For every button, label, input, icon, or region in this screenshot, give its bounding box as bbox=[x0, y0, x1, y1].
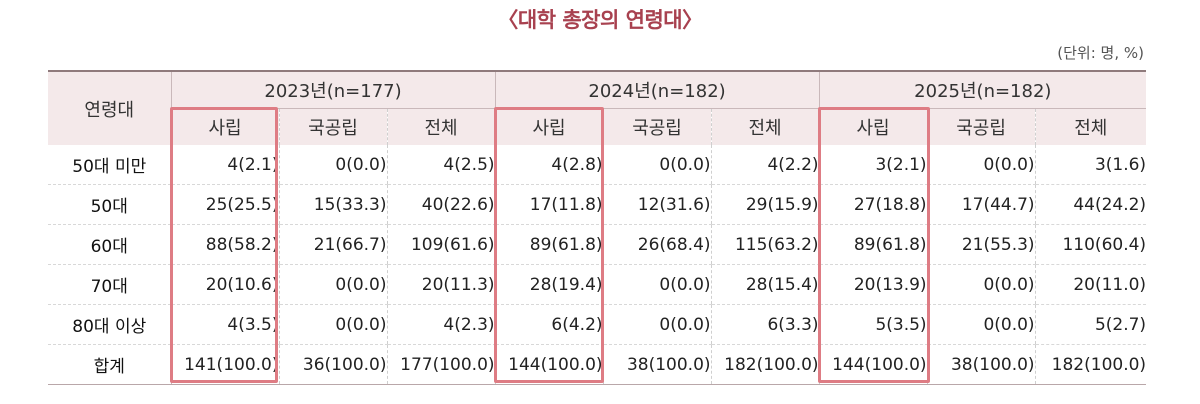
table-cell: 38(100.0) bbox=[602, 344, 712, 385]
table-cell: 4(3.5) bbox=[170, 304, 279, 345]
table-cell: 115(63.2) bbox=[710, 224, 820, 265]
table-cell: 21(66.7) bbox=[278, 224, 387, 265]
table-cell: 20(11.0) bbox=[1034, 264, 1147, 305]
table-cell: 20(10.6) bbox=[170, 264, 279, 305]
row-label: 80대 이상 bbox=[48, 304, 172, 345]
sub-header: 사립 bbox=[171, 108, 279, 145]
table-row: 합계 141(100.0) 36(100.0) 177(100.0) 144(100.0… bbox=[48, 344, 1147, 385]
table-cell: 109(61.6) bbox=[386, 224, 496, 265]
unit-note: (단위: 명, %) bbox=[1057, 44, 1144, 62]
table-cell: 15(33.3) bbox=[278, 184, 387, 225]
table-cell: 28(15.4) bbox=[710, 264, 820, 305]
table-cell: 88(58.2) bbox=[170, 224, 279, 265]
table-cell: 3(2.1) bbox=[818, 145, 928, 185]
table-cell: 0(0.0) bbox=[602, 145, 712, 185]
row-label: 70대 bbox=[48, 264, 172, 305]
table-cell: 4(2.8) bbox=[494, 145, 604, 185]
year-header-2024: 2024년(n=182) bbox=[494, 70, 820, 109]
table-cell: 36(100.0) bbox=[278, 344, 387, 385]
table-cell: 40(22.6) bbox=[386, 184, 496, 225]
table-cell: 0(0.0) bbox=[602, 264, 712, 305]
sub-header: 사립 bbox=[494, 108, 604, 145]
table-cell: 4(2.2) bbox=[710, 145, 820, 185]
table-cell: 89(61.8) bbox=[494, 224, 604, 265]
table-cell: 3(1.6) bbox=[1034, 145, 1147, 185]
table-row: 60대 88(58.2) 21(66.7) 109(61.6) 89(61.8) 26(6… bbox=[48, 224, 1147, 265]
table-cell: 26(68.4) bbox=[602, 224, 712, 265]
page-title: 〈대학 총장의 연령대〉 bbox=[497, 8, 703, 32]
table-cell: 28(19.4) bbox=[494, 264, 604, 305]
table-cell: 29(15.9) bbox=[710, 184, 820, 225]
table-cell: 17(11.8) bbox=[494, 184, 604, 225]
table-cell: 5(3.5) bbox=[818, 304, 928, 345]
table-cell: 12(31.6) bbox=[602, 184, 712, 225]
table-row: 50대 미만 4(2.1) 0(0.0) 4(2.5) 4(2.8) 0(0.0) 4(2.… bbox=[48, 145, 1147, 185]
year-header-2023: 2023년(n=177) bbox=[171, 70, 496, 109]
table-cell: 0(0.0) bbox=[926, 264, 1036, 305]
table-cell: 0(0.0) bbox=[926, 145, 1036, 185]
sub-header: 전체 bbox=[1034, 108, 1147, 145]
table-cell: 0(0.0) bbox=[278, 145, 387, 185]
table-cell: 182(100.0) bbox=[710, 344, 820, 385]
table-cell: 177(100.0) bbox=[386, 344, 496, 385]
table-row: 70대 20(10.6) 0(0.0) 20(11.3) 28(19.4) 0(0.0) 2… bbox=[48, 264, 1147, 305]
table-cell: 0(0.0) bbox=[278, 264, 387, 305]
year-header-2025: 2025년(n=182) bbox=[818, 70, 1147, 109]
table-cell: 20(13.9) bbox=[818, 264, 928, 305]
row-label: 60대 bbox=[48, 224, 172, 265]
table-cell: 17(44.7) bbox=[926, 184, 1036, 225]
table-cell: 38(100.0) bbox=[926, 344, 1036, 385]
table-cell: 4(2.3) bbox=[386, 304, 496, 345]
age-table: 연령대 2023년(n=177) 2024년(n=182) 2025년(n=18… bbox=[48, 70, 1147, 385]
sub-header: 전체 bbox=[386, 108, 496, 145]
table-cell: 0(0.0) bbox=[278, 304, 387, 345]
table-row: 50대 25(25.5) 15(33.3) 40(22.6) 17(11.8) 12(31… bbox=[48, 184, 1147, 225]
table-cell: 110(60.4) bbox=[1034, 224, 1147, 265]
sub-header: 국공립 bbox=[926, 108, 1036, 145]
row-label: 50대 bbox=[48, 184, 172, 225]
table-cell: 6(4.2) bbox=[494, 304, 604, 345]
table-cell: 4(2.1) bbox=[170, 145, 279, 185]
table-cell: 144(100.0) bbox=[818, 344, 928, 385]
table-cell: 21(55.3) bbox=[926, 224, 1036, 265]
row-label: 50대 미만 bbox=[48, 145, 172, 185]
table-cell: 4(2.5) bbox=[386, 145, 496, 185]
table-cell: 89(61.8) bbox=[818, 224, 928, 265]
table-cell: 6(3.3) bbox=[710, 304, 820, 345]
table-cell: 141(100.0) bbox=[170, 344, 279, 385]
row-header: 연령대 bbox=[48, 70, 172, 145]
table-cell: 25(25.5) bbox=[170, 184, 279, 225]
row-label: 합계 bbox=[48, 344, 172, 385]
sub-header: 전체 bbox=[710, 108, 820, 145]
sub-header: 국공립 bbox=[278, 108, 387, 145]
table-cell: 5(2.7) bbox=[1034, 304, 1147, 345]
table-cell: 0(0.0) bbox=[602, 304, 712, 345]
sub-header: 국공립 bbox=[602, 108, 712, 145]
sub-header: 사립 bbox=[818, 108, 928, 145]
table-cell: 20(11.3) bbox=[386, 264, 496, 305]
table-cell: 44(24.2) bbox=[1034, 184, 1147, 225]
table-cell: 182(100.0) bbox=[1034, 344, 1147, 385]
table-cell: 144(100.0) bbox=[494, 344, 604, 385]
table-cell: 27(18.8) bbox=[818, 184, 928, 225]
table-row: 80대 이상 4(3.5) 0(0.0) 4(2.3) 6(4.2) 0(0.0) 6(3.… bbox=[48, 304, 1147, 345]
table-cell: 0(0.0) bbox=[926, 304, 1036, 345]
